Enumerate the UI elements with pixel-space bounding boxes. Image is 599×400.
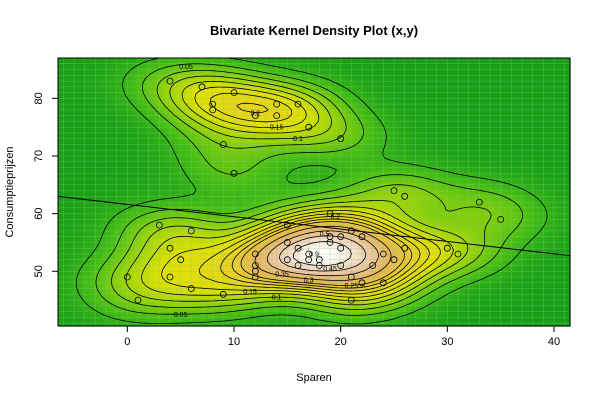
x-tick-label: 30 <box>441 336 453 348</box>
data-point <box>219 141 227 148</box>
x-tick-label: 0 <box>124 336 130 348</box>
plot-frame <box>57 57 571 327</box>
data-point <box>337 244 345 252</box>
y-tick-label: 80 <box>33 92 45 104</box>
data-point <box>347 296 355 304</box>
contour-level-0.05 <box>75 57 548 325</box>
data-point <box>337 135 345 143</box>
contour-level-0.35 <box>198 93 430 295</box>
data-point <box>166 244 174 252</box>
data-point <box>198 83 206 91</box>
contour-label: 0.9 <box>309 251 319 258</box>
contour-label: 0.2 <box>250 110 260 117</box>
contour-level-0.45 <box>231 218 413 289</box>
y-tick-label: 60 <box>33 207 45 219</box>
y-axis: 50 60 70 80 <box>33 92 58 277</box>
x-tick-label: 10 <box>228 336 240 348</box>
contour-level-0.15 <box>111 70 492 310</box>
data-point <box>283 238 291 246</box>
data-point <box>123 273 131 281</box>
data-point <box>294 244 302 252</box>
data-point <box>155 221 163 229</box>
data-point <box>294 100 302 108</box>
data-point <box>283 256 291 264</box>
data-point <box>337 233 345 241</box>
contour-level-0.3 <box>161 86 441 298</box>
data-point <box>166 273 174 281</box>
y-tick-label: 50 <box>33 265 45 277</box>
data-point <box>230 169 238 177</box>
data-point <box>166 77 174 85</box>
data-point <box>369 262 377 269</box>
data-point <box>315 262 323 269</box>
contour-label: 0.35 <box>275 272 289 279</box>
data-point <box>251 112 259 119</box>
data-point <box>134 296 142 304</box>
contour-lines <box>75 57 548 325</box>
contour-label: 0.3 <box>304 277 314 284</box>
data-point <box>230 89 238 96</box>
data-point <box>379 250 387 258</box>
data-point <box>251 273 259 281</box>
data-point <box>209 106 217 114</box>
data-point <box>187 285 195 292</box>
data-point <box>358 279 366 287</box>
contour-level-0.1 <box>95 63 524 316</box>
data-point <box>401 192 409 200</box>
data-point <box>379 279 387 287</box>
data-point <box>358 233 366 241</box>
data-point <box>326 238 334 246</box>
regression-line <box>57 195 571 257</box>
contour-level-0.25 <box>141 81 454 302</box>
contour-label: 0.05 <box>174 312 188 319</box>
chart-title: Bivariate Kernel Density Plot (x,y) <box>210 23 418 38</box>
x-axis: 0 10 20 30 40 <box>124 326 560 348</box>
data-point <box>187 227 195 235</box>
contour-level-0.8 <box>278 235 367 272</box>
data-point <box>177 256 185 264</box>
contour-label: 0.05 <box>179 64 193 71</box>
contour-label: 0.1 <box>272 295 282 302</box>
y-axis-label: Consumptieprijzen <box>4 146 16 237</box>
contour-level-0.5 <box>240 221 405 286</box>
contour-labels: 0.05 0.2 0.15 0.1 0.2 0.5 0.35 0.45 0.3 0.25 0.15 0… <box>174 64 358 319</box>
data-point <box>475 198 483 206</box>
contour-label: 0.2 <box>330 214 340 221</box>
contour-label: 0.15 <box>243 289 257 296</box>
data-point <box>390 256 398 264</box>
x-axis-label: Sparen <box>296 372 331 384</box>
x-tick-label: 20 <box>335 336 347 348</box>
data-point <box>273 112 281 119</box>
data-point <box>219 290 227 298</box>
contour-label: 0.5 <box>320 231 330 238</box>
data-point <box>326 210 334 218</box>
data-point <box>294 262 302 269</box>
data-point <box>443 244 451 252</box>
contour-level-0.4 <box>220 102 421 292</box>
contour-label: 0.25 <box>345 283 359 290</box>
data-points <box>123 77 505 304</box>
data-point <box>347 227 355 235</box>
data-point <box>283 221 291 229</box>
contour-level-0.2 <box>125 75 469 306</box>
contour-label: 0.45 <box>323 266 337 273</box>
regression-line-segment <box>57 195 571 257</box>
contour-label: 0.1 <box>293 136 303 143</box>
data-point <box>251 250 259 258</box>
contour-label: 0.15 <box>270 125 284 132</box>
data-point <box>497 215 505 223</box>
data-point <box>390 187 398 195</box>
data-point <box>305 256 313 264</box>
data-point <box>401 244 409 252</box>
data-point <box>305 123 313 131</box>
data-point <box>454 250 462 258</box>
data-point <box>273 100 281 108</box>
grid-lines <box>58 57 570 326</box>
y-tick-label: 70 <box>33 150 45 162</box>
data-point <box>337 262 345 269</box>
x-tick-label: 40 <box>548 336 560 348</box>
data-point <box>347 273 355 281</box>
contour-level-0.6 <box>254 225 392 281</box>
